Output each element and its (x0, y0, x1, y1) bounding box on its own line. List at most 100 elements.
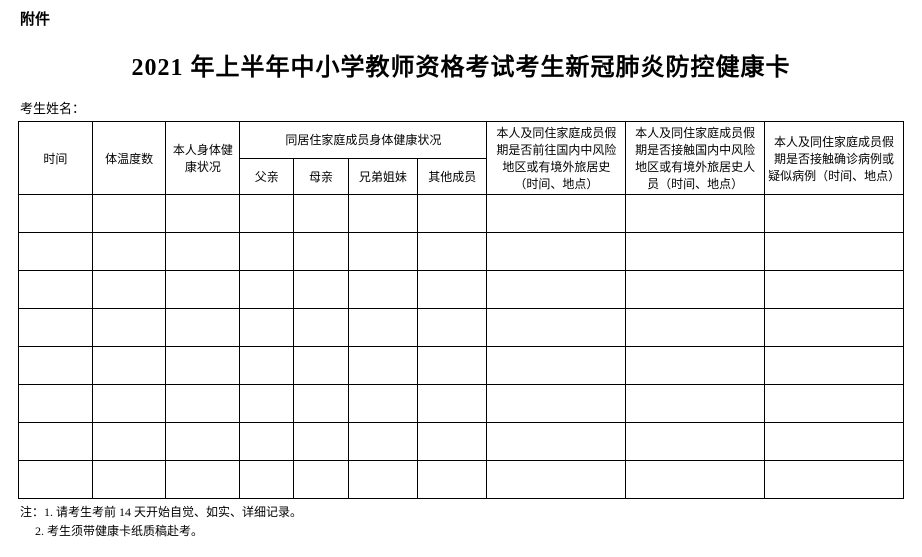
table-cell (418, 309, 487, 347)
table-cell (294, 347, 348, 385)
table-cell (765, 233, 904, 271)
table-cell (418, 423, 487, 461)
table-cell (240, 233, 294, 271)
table-cell (626, 271, 765, 309)
notes-prefix: 注： (20, 505, 44, 519)
table-cell (92, 271, 166, 309)
table-cell (487, 461, 626, 499)
table-cell (487, 233, 626, 271)
table-cell (92, 461, 166, 499)
table-cell (19, 423, 93, 461)
table-cell (294, 309, 348, 347)
table-row (19, 195, 904, 233)
table-cell (348, 195, 417, 233)
table-cell (626, 347, 765, 385)
table-cell (19, 195, 93, 233)
table-cell (348, 271, 417, 309)
table-cell (765, 461, 904, 499)
table-cell (626, 385, 765, 423)
table-cell (294, 233, 348, 271)
table-cell (348, 347, 417, 385)
table-cell (294, 195, 348, 233)
header-self-health: 本人身体健康状况 (166, 122, 240, 195)
table-cell (348, 461, 417, 499)
table-row (19, 309, 904, 347)
table-cell (19, 233, 93, 271)
table-header-row-1: 时间 体温度数 本人身体健康状况 同居住家庭成员身体健康状况 本人及同住家庭成员… (19, 122, 904, 159)
table-cell (626, 233, 765, 271)
health-card-table: 时间 体温度数 本人身体健康状况 同居住家庭成员身体健康状况 本人及同住家庭成员… (18, 121, 904, 499)
table-row (19, 423, 904, 461)
table-cell (487, 385, 626, 423)
table-cell (626, 195, 765, 233)
table-cell (240, 385, 294, 423)
table-cell (166, 233, 240, 271)
table-cell (19, 385, 93, 423)
table-cell (92, 233, 166, 271)
table-cell (92, 195, 166, 233)
student-name-label: 考生姓名： (20, 98, 904, 117)
table-cell (487, 423, 626, 461)
page-title: 2021 年上半年中小学教师资格考试考生新冠肺炎防控健康卡 (18, 47, 904, 82)
header-time: 时间 (19, 122, 93, 195)
table-cell (166, 271, 240, 309)
table-cell (626, 423, 765, 461)
table-cell (166, 309, 240, 347)
table-cell (240, 195, 294, 233)
table-cell (166, 423, 240, 461)
table-cell (765, 423, 904, 461)
table-row (19, 271, 904, 309)
table-cell (487, 195, 626, 233)
table-row (19, 385, 904, 423)
table-cell (765, 195, 904, 233)
header-mother: 母亲 (294, 158, 348, 195)
table-cell (294, 461, 348, 499)
table-cell (166, 385, 240, 423)
table-cell (765, 347, 904, 385)
notes-section: 注：1. 请考生考前 14 天开始自觉、如实、详细记录。 2. 考生须带健康卡纸… (20, 503, 904, 541)
table-cell (294, 385, 348, 423)
table-cell (418, 271, 487, 309)
table-cell (166, 347, 240, 385)
table-cell (294, 423, 348, 461)
table-cell (92, 423, 166, 461)
table-cell (294, 271, 348, 309)
table-cell (418, 195, 487, 233)
table-cell (765, 271, 904, 309)
table-cell (487, 347, 626, 385)
table-row (19, 461, 904, 499)
table-cell (418, 233, 487, 271)
table-cell (348, 233, 417, 271)
note-2: 2. 考生须带健康卡纸质稿赴考。 (35, 524, 203, 538)
table-cell (240, 461, 294, 499)
table-cell (418, 385, 487, 423)
table-cell (487, 309, 626, 347)
table-row (19, 347, 904, 385)
table-cell (418, 347, 487, 385)
header-contact-case: 本人及同住家庭成员假期是否接触确诊病例或疑似病例（时间、地点） (765, 122, 904, 195)
table-cell (348, 423, 417, 461)
attachment-label: 附件 (20, 8, 904, 29)
table-cell (92, 309, 166, 347)
header-contact-risk: 本人及同住家庭成员假期是否接触国内中风险地区或有境外旅居史人员（时间、地点） (626, 122, 765, 195)
table-cell (240, 309, 294, 347)
note-1: 1. 请考生考前 14 天开始自觉、如实、详细记录。 (44, 505, 302, 519)
table-cell (240, 271, 294, 309)
table-cell (92, 385, 166, 423)
table-cell (166, 195, 240, 233)
table-cell (240, 347, 294, 385)
table-cell (166, 461, 240, 499)
header-father: 父亲 (240, 158, 294, 195)
table-cell (19, 271, 93, 309)
table-cell (19, 309, 93, 347)
table-cell (92, 347, 166, 385)
table-cell (626, 309, 765, 347)
table-cell (487, 271, 626, 309)
table-cell (348, 309, 417, 347)
table-cell (240, 423, 294, 461)
header-temperature: 体温度数 (92, 122, 166, 195)
table-cell (765, 385, 904, 423)
table-cell (418, 461, 487, 499)
table-body (19, 195, 904, 499)
header-family-health-group: 同居住家庭成员身体健康状况 (240, 122, 487, 159)
